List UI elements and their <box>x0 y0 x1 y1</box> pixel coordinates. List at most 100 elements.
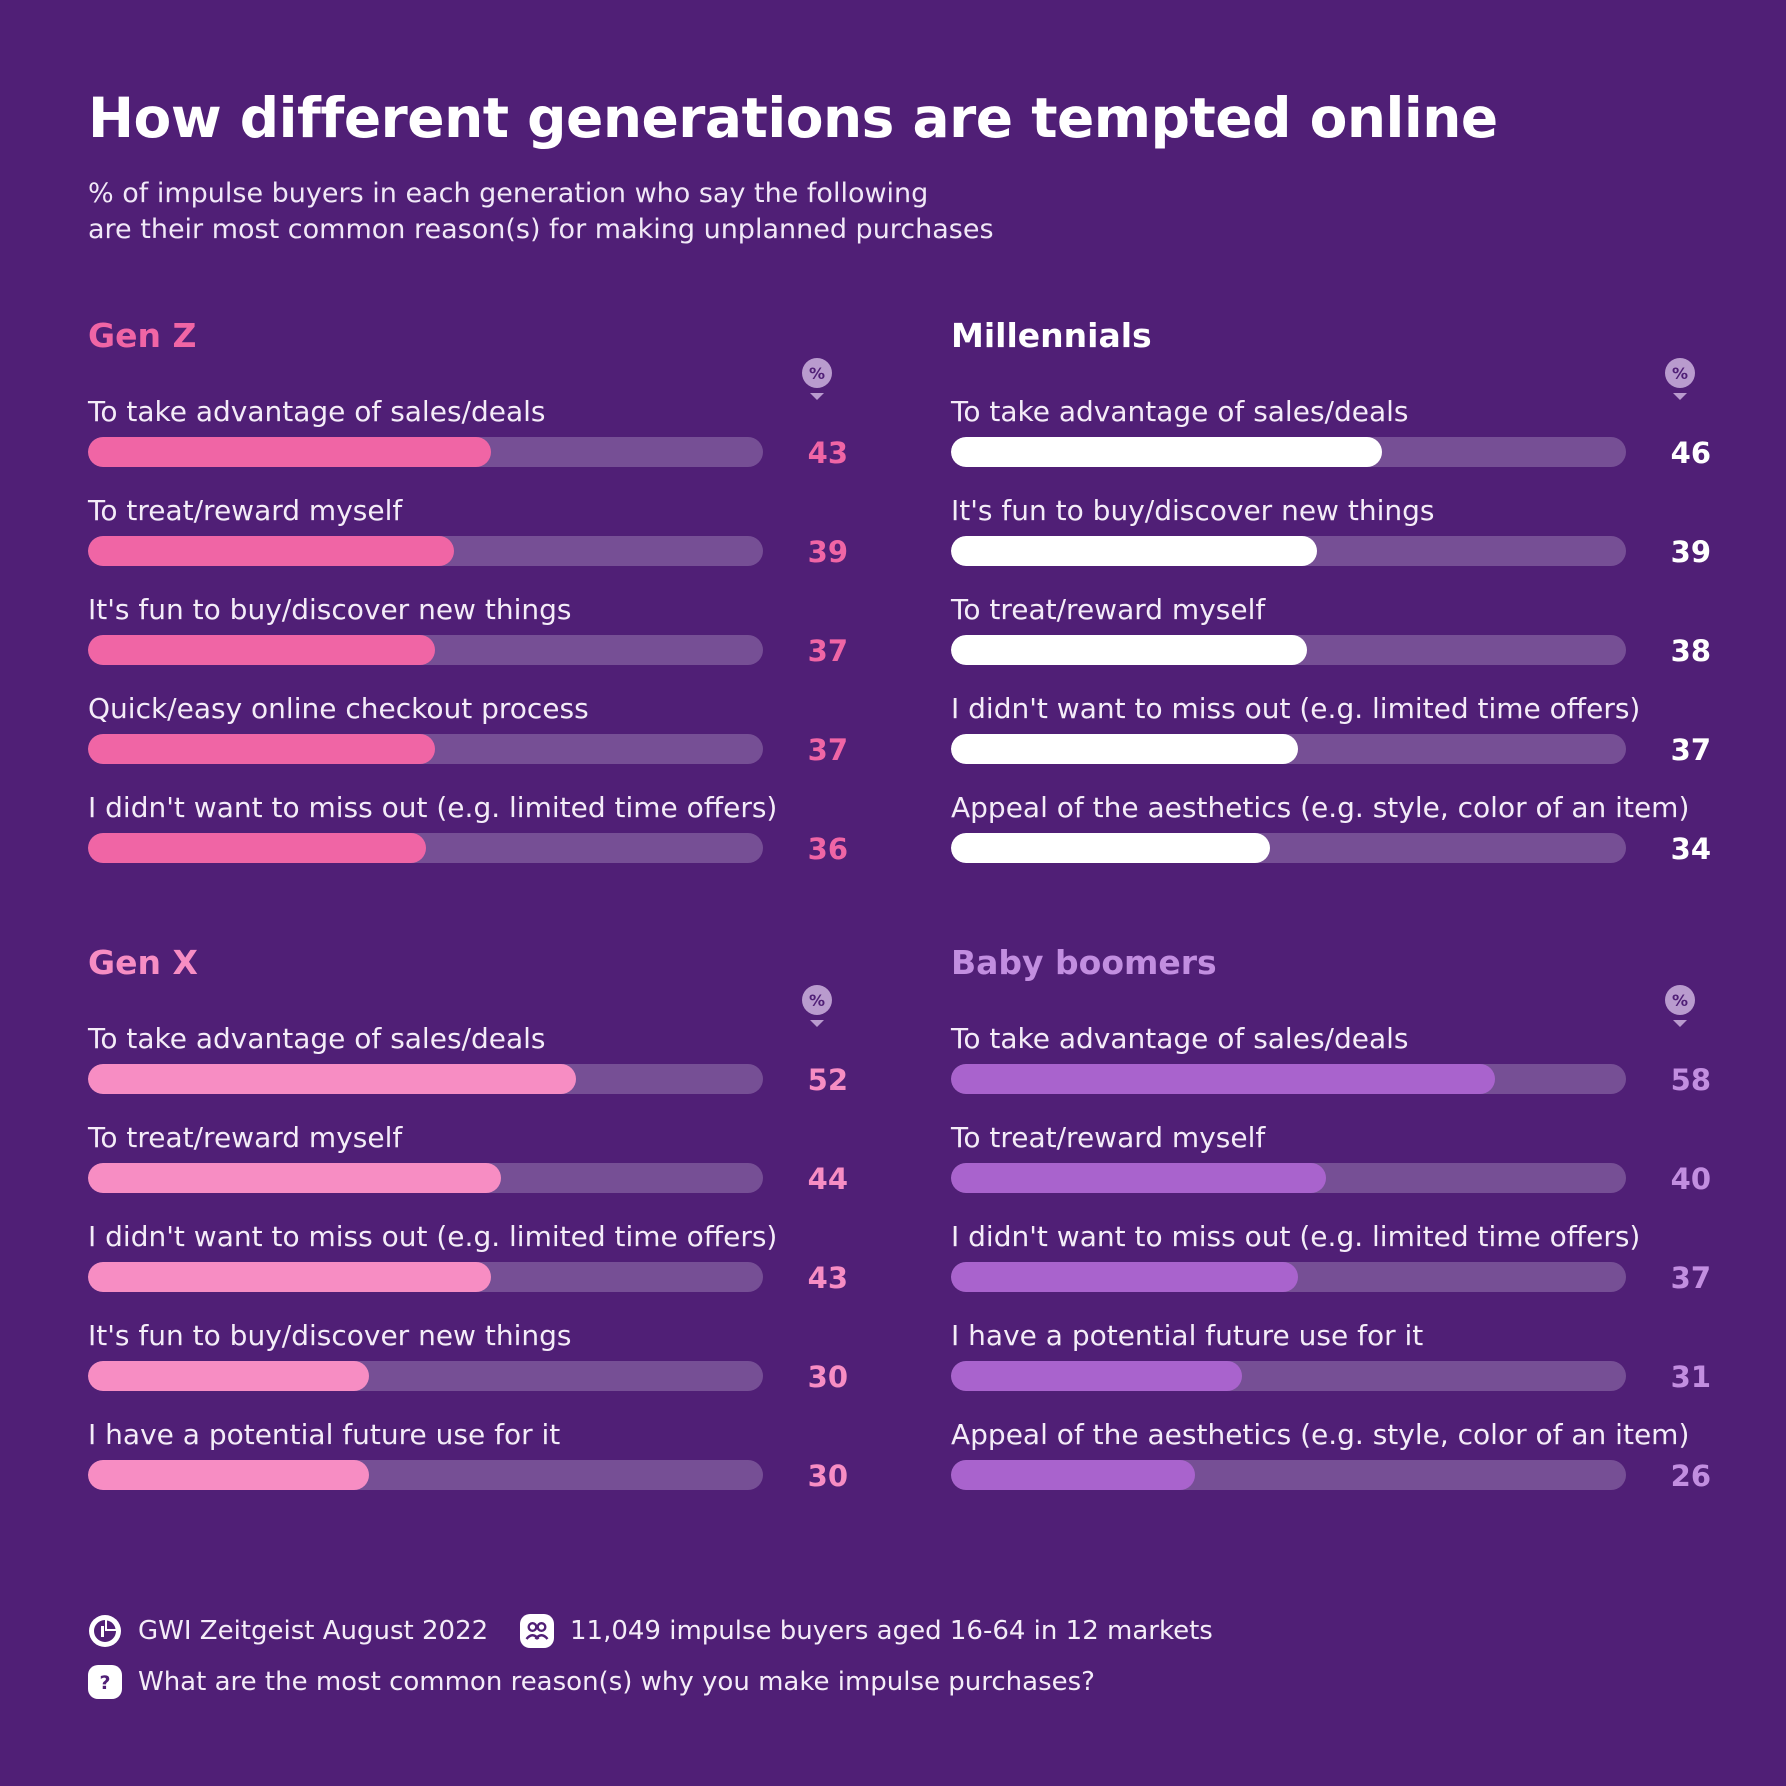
bar-fill <box>88 1064 576 1094</box>
bar-value: 38 <box>1670 634 1711 668</box>
percent-marker-icon: % <box>802 985 832 1027</box>
footer-source: GWI Zeitgeist August 2022 <box>88 1614 488 1648</box>
bar-value: 37 <box>807 634 848 668</box>
bar-fill <box>88 1460 369 1490</box>
bar-row-appeal-of-the-aesthetics-e-g-style-color-of-an-item: Appeal of the aesthetics (e.g. style, co… <box>951 1418 1711 1517</box>
bar-label: To take advantage of sales/deals <box>951 395 1409 428</box>
bar-label: To treat/reward myself <box>951 1121 1266 1154</box>
panel-gen-z: Gen Z% To take advantage of sales/deals 43… <box>88 316 848 876</box>
bar-label: Appeal of the aesthetics (e.g. style, co… <box>951 1418 1690 1451</box>
bar-fill <box>88 635 435 665</box>
bar-label: I didn't want to miss out (e.g. limited … <box>88 1220 778 1253</box>
bar-track <box>88 1361 763 1391</box>
bar-label: It's fun to buy/discover new things <box>88 1319 572 1352</box>
bar-row-to-take-advantage-of-sales-deals: To take advantage of sales/deals 43 <box>88 395 848 494</box>
bar-fill <box>951 1262 1298 1292</box>
bar-label: To take advantage of sales/deals <box>951 1022 1409 1055</box>
bar-track <box>88 437 763 467</box>
bar-track <box>951 734 1626 764</box>
panel-title: Millennials <box>951 316 1152 355</box>
bar-label: It's fun to buy/discover new things <box>88 593 572 626</box>
bar-fill <box>88 1163 501 1193</box>
bar-track <box>88 536 763 566</box>
footer-question: ? What are the most common reason(s) why… <box>88 1665 1095 1699</box>
bar-track <box>951 1460 1626 1490</box>
svg-text:%: % <box>1672 991 1688 1010</box>
bar-label: To take advantage of sales/deals <box>88 1022 546 1055</box>
percent-marker-icon: % <box>1665 985 1695 1027</box>
bar-fill <box>88 1361 369 1391</box>
bar-value: 37 <box>1670 1261 1711 1295</box>
bar-track <box>951 1163 1626 1193</box>
subtitle-line-1: % of impulse buyers in each generation w… <box>88 178 929 209</box>
bar-label: Appeal of the aesthetics (e.g. style, co… <box>951 791 1690 824</box>
chart-title: How different generations are tempted on… <box>88 86 1498 150</box>
question-icon: ? <box>88 1665 122 1699</box>
bar-row-to-treat-reward-myself: To treat/reward myself 38 <box>951 593 1711 692</box>
panel-baby-boomers: Baby boomers% To take advantage of sales/… <box>951 943 1711 1503</box>
bar-value: 36 <box>807 832 848 866</box>
bar-value: 46 <box>1670 436 1711 470</box>
panel-title: Gen X <box>88 943 198 982</box>
panel-gen-x: Gen X% To take advantage of sales/deals 52… <box>88 943 848 1503</box>
svg-text:%: % <box>1672 364 1688 383</box>
bar-fill <box>951 437 1382 467</box>
bar-value: 37 <box>1670 733 1711 767</box>
bar-value: 43 <box>807 1261 848 1295</box>
bar-row-to-treat-reward-myself: To treat/reward myself 44 <box>88 1121 848 1220</box>
svg-text:%: % <box>809 364 825 383</box>
bar-track <box>951 1262 1626 1292</box>
bar-track <box>951 1064 1626 1094</box>
bar-row-i-have-a-potential-future-use-for-it: I have a potential future use for it 30 <box>88 1418 848 1517</box>
bar-row-appeal-of-the-aesthetics-e-g-style-color-of-an-item: Appeal of the aesthetics (e.g. style, co… <box>951 791 1711 890</box>
bar-fill <box>951 536 1317 566</box>
bar-row-i-didn-t-want-to-miss-out-e-g-limited-time-offers: I didn't want to miss out (e.g. limited … <box>88 791 848 890</box>
bar-track <box>951 1361 1626 1391</box>
bar-row-it-s-fun-to-buy-discover-new-things: It's fun to buy/discover new things 37 <box>88 593 848 692</box>
panel-title: Baby boomers <box>951 943 1217 982</box>
bar-value: 39 <box>1670 535 1711 569</box>
bar-label: To treat/reward myself <box>88 1121 403 1154</box>
bar-value: 58 <box>1670 1063 1711 1097</box>
bar-row-i-didn-t-want-to-miss-out-e-g-limited-time-offers: I didn't want to miss out (e.g. limited … <box>88 1220 848 1319</box>
bar-value: 52 <box>807 1063 848 1097</box>
bar-label: It's fun to buy/discover new things <box>951 494 1435 527</box>
bar-fill <box>951 833 1270 863</box>
bar-track <box>88 1262 763 1292</box>
bar-fill <box>88 536 454 566</box>
bar-track <box>951 536 1626 566</box>
bar-track <box>88 734 763 764</box>
bar-row-i-have-a-potential-future-use-for-it: I have a potential future use for it 31 <box>951 1319 1711 1418</box>
bar-value: 26 <box>1670 1459 1711 1493</box>
bar-value: 30 <box>807 1360 848 1394</box>
bar-label: I didn't want to miss out (e.g. limited … <box>951 692 1641 725</box>
bar-label: I didn't want to miss out (e.g. limited … <box>951 1220 1641 1253</box>
bar-fill <box>951 734 1298 764</box>
bar-label: To treat/reward myself <box>951 593 1266 626</box>
bar-row-to-treat-reward-myself: To treat/reward myself 40 <box>951 1121 1711 1220</box>
chart-subtitle: % of impulse buyers in each generation w… <box>88 176 1088 248</box>
bar-row-quick-easy-online-checkout-process: Quick/easy online checkout process 37 <box>88 692 848 791</box>
bar-row-i-didn-t-want-to-miss-out-e-g-limited-time-offers: I didn't want to miss out (e.g. limited … <box>951 692 1711 791</box>
svg-text:?: ? <box>99 1672 110 1694</box>
bar-row-it-s-fun-to-buy-discover-new-things: It's fun to buy/discover new things 30 <box>88 1319 848 1418</box>
bar-value: 40 <box>1670 1162 1711 1196</box>
bar-value: 39 <box>807 535 848 569</box>
bar-fill <box>88 734 435 764</box>
bar-fill <box>951 1064 1495 1094</box>
people-icon <box>520 1614 554 1648</box>
bar-value: 31 <box>1670 1360 1711 1394</box>
bar-label: To treat/reward myself <box>88 494 403 527</box>
bar-track <box>88 833 763 863</box>
bar-fill <box>951 635 1307 665</box>
footer-source-text: GWI Zeitgeist August 2022 <box>138 1616 489 1646</box>
bar-track <box>951 437 1626 467</box>
bar-value: 34 <box>1670 832 1711 866</box>
footer-question-text: What are the most common reason(s) why y… <box>138 1667 1095 1697</box>
bar-label: To take advantage of sales/deals <box>88 395 546 428</box>
bar-track <box>88 1460 763 1490</box>
bar-value: 44 <box>807 1162 848 1196</box>
bar-track <box>88 1064 763 1094</box>
percent-marker-icon: % <box>1665 358 1695 400</box>
bar-label: Quick/easy online checkout process <box>88 692 589 725</box>
